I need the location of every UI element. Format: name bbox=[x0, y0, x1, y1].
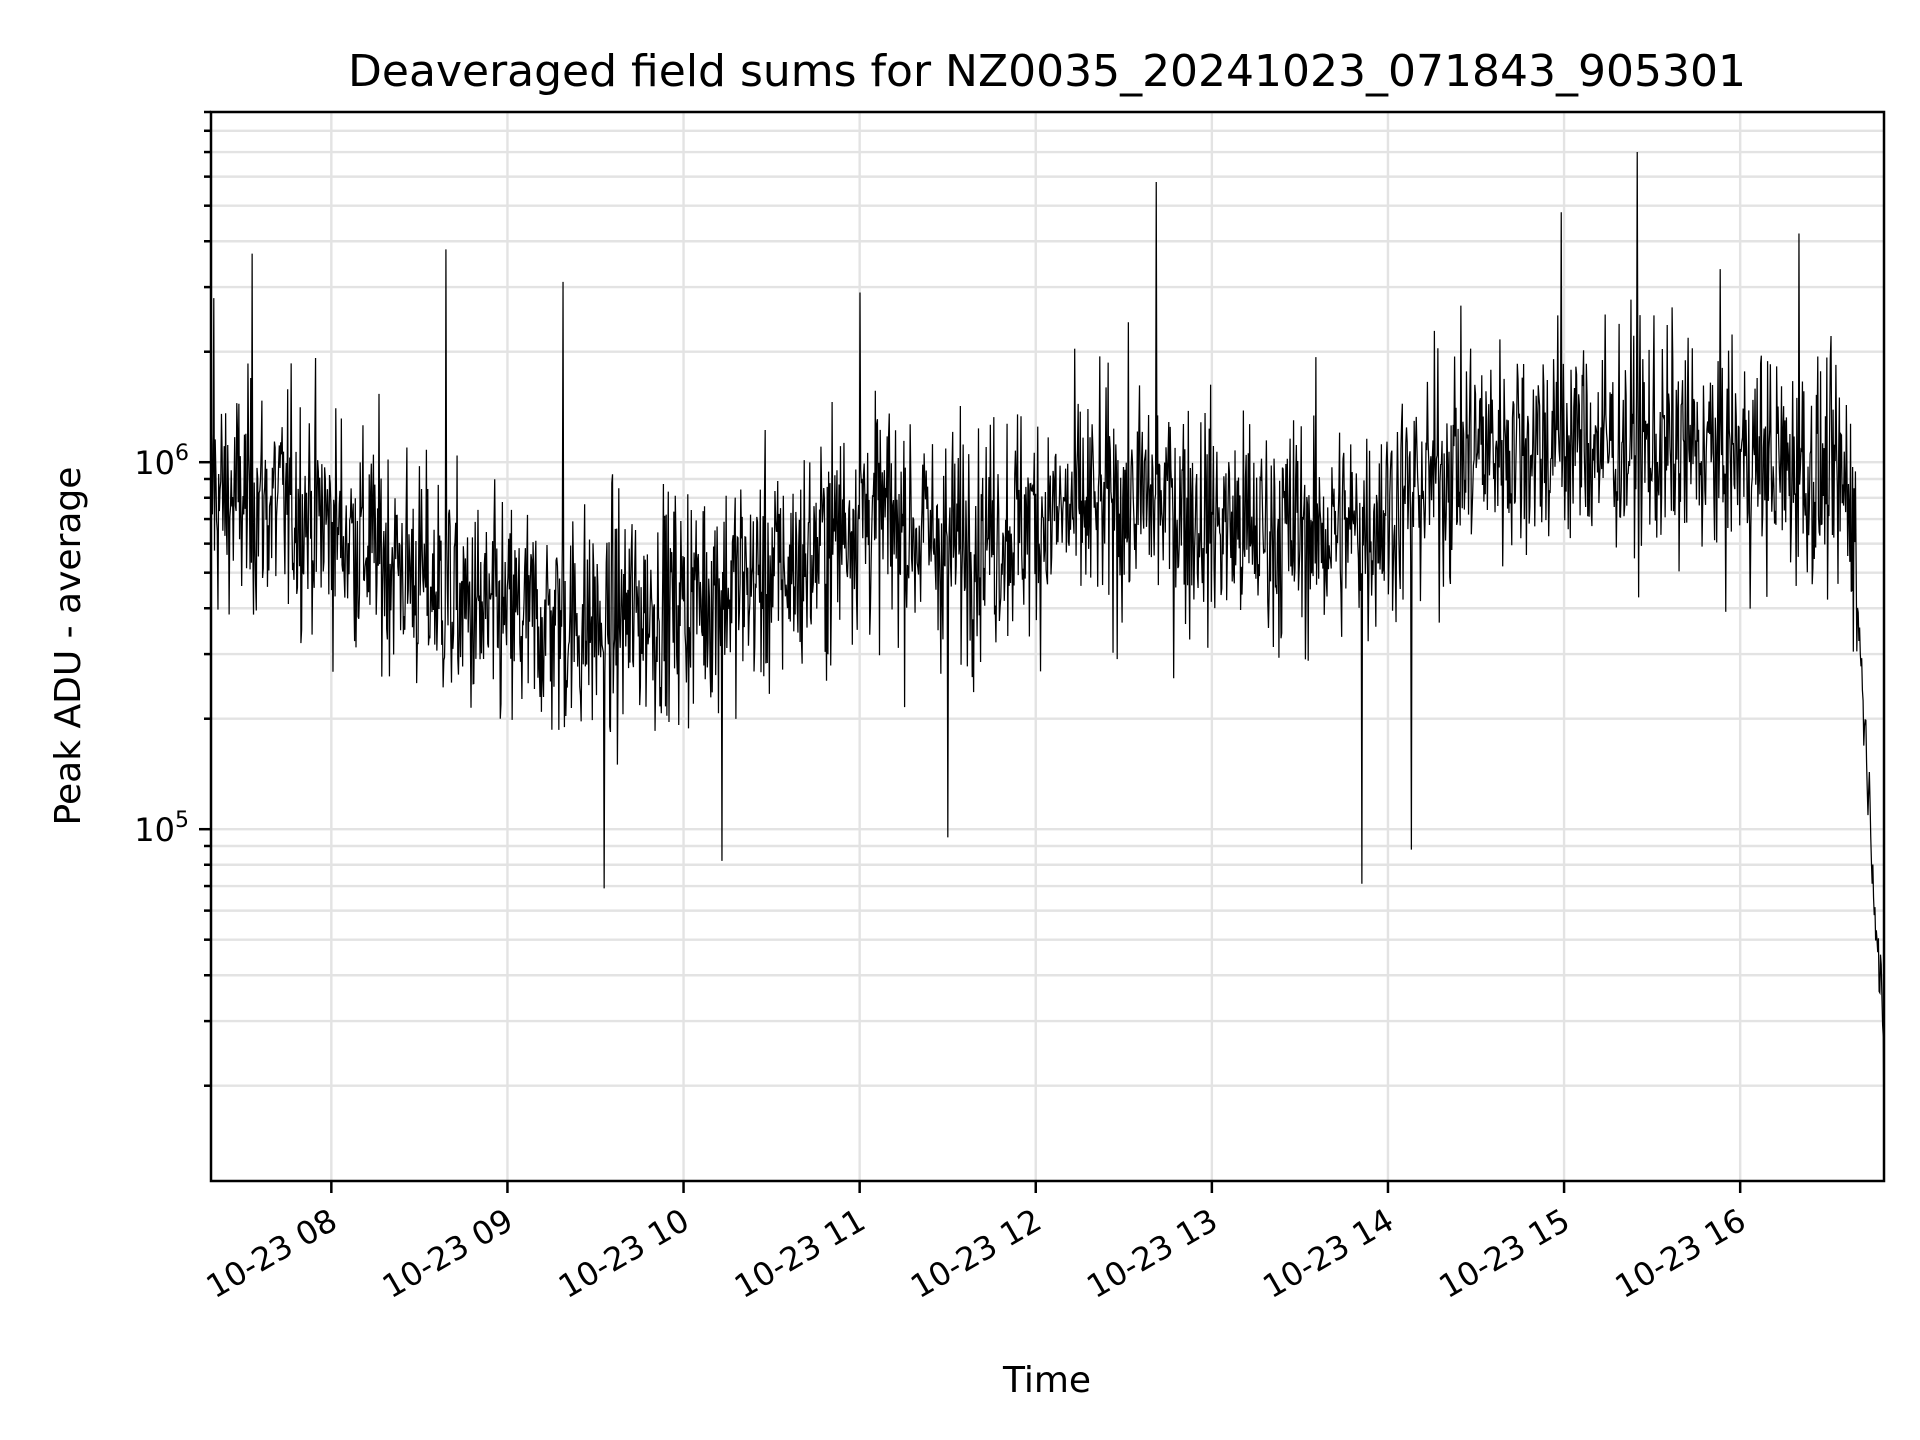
x-tick-label: 10-23 16 bbox=[1609, 1201, 1753, 1306]
y-tick-label: 106 bbox=[134, 441, 189, 482]
x-axis: 10-23 08 10-23 09 10-23 10 10-23 11 10-23 12… bbox=[200, 1181, 1752, 1306]
x-tick-label: 10-23 14 bbox=[1256, 1201, 1400, 1306]
x-tick-label: 10-23 09 bbox=[376, 1201, 520, 1306]
y-tick-label: 105 bbox=[134, 808, 189, 849]
x-tick-label: 10-23 11 bbox=[728, 1201, 872, 1306]
x-tick-label: 10-23 08 bbox=[200, 1201, 344, 1306]
series-line bbox=[210, 152, 1885, 1143]
y-axis-label: Peak ADU - average bbox=[48, 467, 89, 826]
plot-frame bbox=[209, 110, 1886, 1183]
x-tick-label: 10-23 10 bbox=[552, 1201, 696, 1306]
x-axis-label: Time bbox=[1002, 1360, 1091, 1401]
x-tick-label: 10-23 15 bbox=[1432, 1201, 1576, 1306]
x-tick-label: 10-23 12 bbox=[904, 1201, 1048, 1306]
x-tick-label: 10-23 13 bbox=[1080, 1201, 1224, 1306]
chart-title: Deaveraged field sums for NZ0035_2024102… bbox=[348, 46, 1746, 97]
series-layer bbox=[210, 152, 1885, 1143]
y-axis: 105 106 bbox=[134, 110, 211, 1087]
